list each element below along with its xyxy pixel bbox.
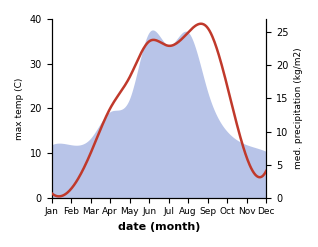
Y-axis label: med. precipitation (kg/m2): med. precipitation (kg/m2) xyxy=(294,48,303,169)
Y-axis label: max temp (C): max temp (C) xyxy=(15,77,24,140)
X-axis label: date (month): date (month) xyxy=(118,222,200,232)
